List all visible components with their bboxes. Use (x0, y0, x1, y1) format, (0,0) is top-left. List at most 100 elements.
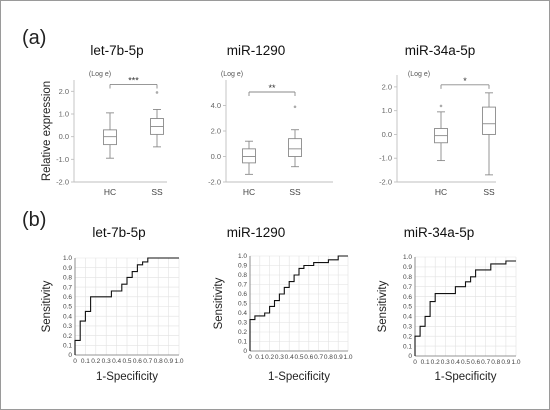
box-hc (242, 140, 256, 175)
box-ss (482, 92, 496, 176)
y-axis-label: Relative expression (41, 81, 53, 181)
y-tick-label: 0.2 (403, 333, 412, 340)
x-tick-label: 0.7 (143, 358, 152, 365)
x-tick-label: 0.7 (314, 354, 323, 361)
box-hc (434, 104, 448, 162)
category-label: HC (104, 187, 116, 197)
chart-title: miR-34a-5p (405, 43, 476, 58)
roc-curve (74, 257, 179, 355)
category-label: HC (243, 187, 255, 197)
x-tick-label: 1.0 (343, 354, 352, 361)
y-tick-label: 2.0 (59, 87, 69, 96)
y-tick-label: 0.8 (403, 274, 412, 281)
panel-label-a: (a) (22, 27, 46, 49)
y-tick-label: 0.6 (403, 294, 412, 301)
significance-bracket (109, 84, 158, 89)
category-label: SS (483, 187, 495, 197)
x-tick-label: 0.8 (154, 358, 163, 365)
y-tick-label: 0.2 (63, 333, 72, 340)
y-axis-label: Sensitivity (377, 280, 389, 332)
y-tick-label: 0.1 (403, 343, 412, 350)
y-tick-label: 0.0 (211, 152, 221, 161)
box-iqr (103, 129, 117, 146)
outlier-point (439, 104, 443, 108)
y-tick-label: -2.0 (379, 178, 392, 187)
y-tick-label: 1.0 (403, 254, 412, 261)
x-tick-label: 0.4 (112, 358, 121, 365)
y-tick-label: 1.0 (238, 253, 247, 260)
chart-5: miR-1290000.10.10.20.20.30.30.40.40.50.5… (213, 225, 353, 383)
x-axis-label: 1-Specificity (96, 371, 158, 383)
y-tick-label: 0.2 (238, 329, 247, 336)
y-tick-label: 0 (408, 353, 412, 360)
box-iqr (242, 148, 256, 164)
y-tick-label: 0 (68, 352, 72, 359)
y-tick-label: 2.0 (382, 82, 392, 91)
x-tick-label: 0.6 (304, 354, 313, 361)
x-tick-label: 0 (73, 358, 77, 365)
box-ss (288, 105, 302, 168)
x-tick-label: 0.2 (265, 354, 274, 361)
x-tick-label: 0.3 (102, 358, 111, 365)
roc-curve (249, 255, 348, 351)
grid (74, 257, 180, 356)
x-tick-label: 0.9 (164, 358, 173, 365)
y-tick-label: 0.7 (63, 284, 72, 291)
x-tick-label: 0 (413, 359, 417, 366)
x-tick-label: 0.5 (122, 358, 131, 365)
chart-title: let-7b-5p (92, 225, 145, 240)
y-tick-label: 0.6 (63, 294, 72, 301)
y-tick-label: 0.7 (403, 284, 412, 291)
chart-4: let-7b-5p000.10.10.20.20.30.30.40.40.50.… (41, 225, 184, 383)
y-axis-label: Sensitivity (41, 280, 53, 332)
x-tick-label: 0.2 (431, 359, 440, 366)
y-tick-label: 0.8 (238, 272, 247, 279)
x-tick-label: 1.0 (511, 359, 520, 366)
category-label: HC (435, 187, 447, 197)
x-tick-label: 0.6 (471, 359, 480, 366)
significance-label: * (463, 76, 467, 86)
x-tick-label: 0.9 (334, 354, 343, 361)
y-tick-label: -2.0 (56, 178, 69, 187)
x-tick-label: 0 (248, 354, 252, 361)
y-tick-label: 0.0 (382, 130, 392, 139)
y-tick-label: 1.0 (382, 106, 392, 115)
roc-curve (414, 260, 516, 356)
x-tick-label: 1.0 (174, 358, 183, 365)
y-tick-label: 0.9 (63, 265, 72, 272)
y-tick-label: 0.1 (63, 343, 72, 350)
y-tick-label: 0.5 (238, 301, 247, 308)
y-tick-label: 0.9 (238, 263, 247, 270)
y-tick-label: 0.5 (403, 304, 412, 311)
outlier-point (155, 91, 159, 94)
y-tick-label: 0.3 (238, 320, 247, 327)
x-tick-label: 0.5 (461, 359, 470, 366)
x-tick-label: 0.3 (441, 359, 450, 366)
x-axis-label: 1-Specificity (435, 371, 497, 383)
y-tick-label: 0.6 (238, 291, 247, 298)
y-tick-label: 1.0 (59, 110, 69, 119)
y-axis-label: Sensitivity (213, 277, 225, 329)
y-tick-label: 0.1 (238, 339, 247, 346)
y-tick-label: 0.0 (59, 132, 69, 141)
y-tick-label: 0.8 (63, 275, 72, 282)
y-tick-label: -1.0 (56, 155, 69, 164)
significance-bracket (440, 84, 490, 89)
significance-label: *** (128, 75, 139, 85)
y-tick-label: 0.9 (403, 264, 412, 271)
charts: let-7b-5p(Log e)Relative expression-2.0-… (41, 43, 521, 383)
unit-label: (Log e) (89, 71, 111, 78)
chart-title: miR-34a-5p (404, 225, 475, 240)
y-tick-label: 0.7 (238, 282, 247, 289)
chart-title: miR-1290 (227, 43, 286, 58)
unit-label: (Log e) (408, 71, 430, 78)
y-tick-label: 1.0 (63, 255, 72, 262)
x-tick-label: 0.2 (91, 358, 100, 365)
x-tick-label: 0.4 (285, 354, 294, 361)
x-tick-label: 0.1 (421, 359, 430, 366)
box-iqr (482, 106, 496, 135)
y-tick-label: 0.4 (63, 313, 72, 320)
box-hc (103, 112, 117, 159)
